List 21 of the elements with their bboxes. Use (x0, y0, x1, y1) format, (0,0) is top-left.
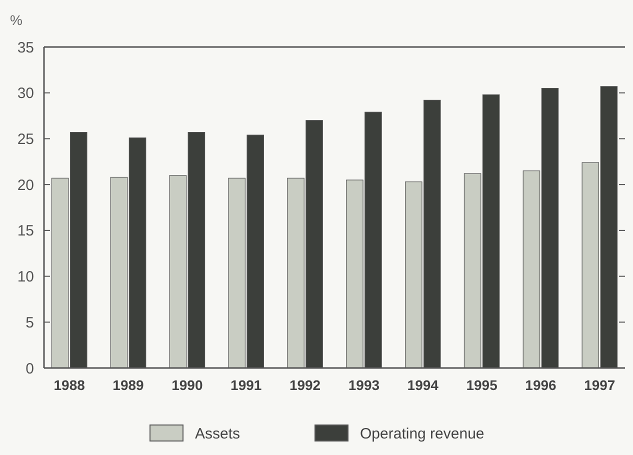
x-tick-label: 1992 (289, 377, 321, 393)
x-tick-label: 1993 (348, 377, 380, 393)
y-tick-label: 0 (26, 360, 34, 378)
x-tick-label: 1997 (584, 377, 616, 393)
y-tick-label: 30 (17, 85, 34, 102)
y-tick-label: 35 (17, 39, 34, 56)
y-axis-title: % (10, 12, 22, 28)
legend-label: Operating revenue (360, 425, 484, 442)
x-tick-label: 1991 (230, 377, 262, 393)
y-tick-label: 20 (17, 176, 34, 194)
y-tick-label: 10 (17, 268, 34, 286)
legend-label: Assets (195, 425, 240, 442)
x-tick-label: 1989 (112, 377, 144, 393)
x-tick-label: 1996 (525, 377, 557, 393)
x-tick-label: 1990 (172, 377, 203, 393)
x-tick-label: 1994 (407, 377, 439, 393)
x-tick-label: 1988 (54, 377, 86, 393)
y-tick-label: 25 (17, 130, 34, 148)
y-tick-label: 5 (26, 314, 34, 332)
y-tick-label: 15 (17, 222, 34, 240)
x-tick-label: 1995 (466, 377, 498, 393)
